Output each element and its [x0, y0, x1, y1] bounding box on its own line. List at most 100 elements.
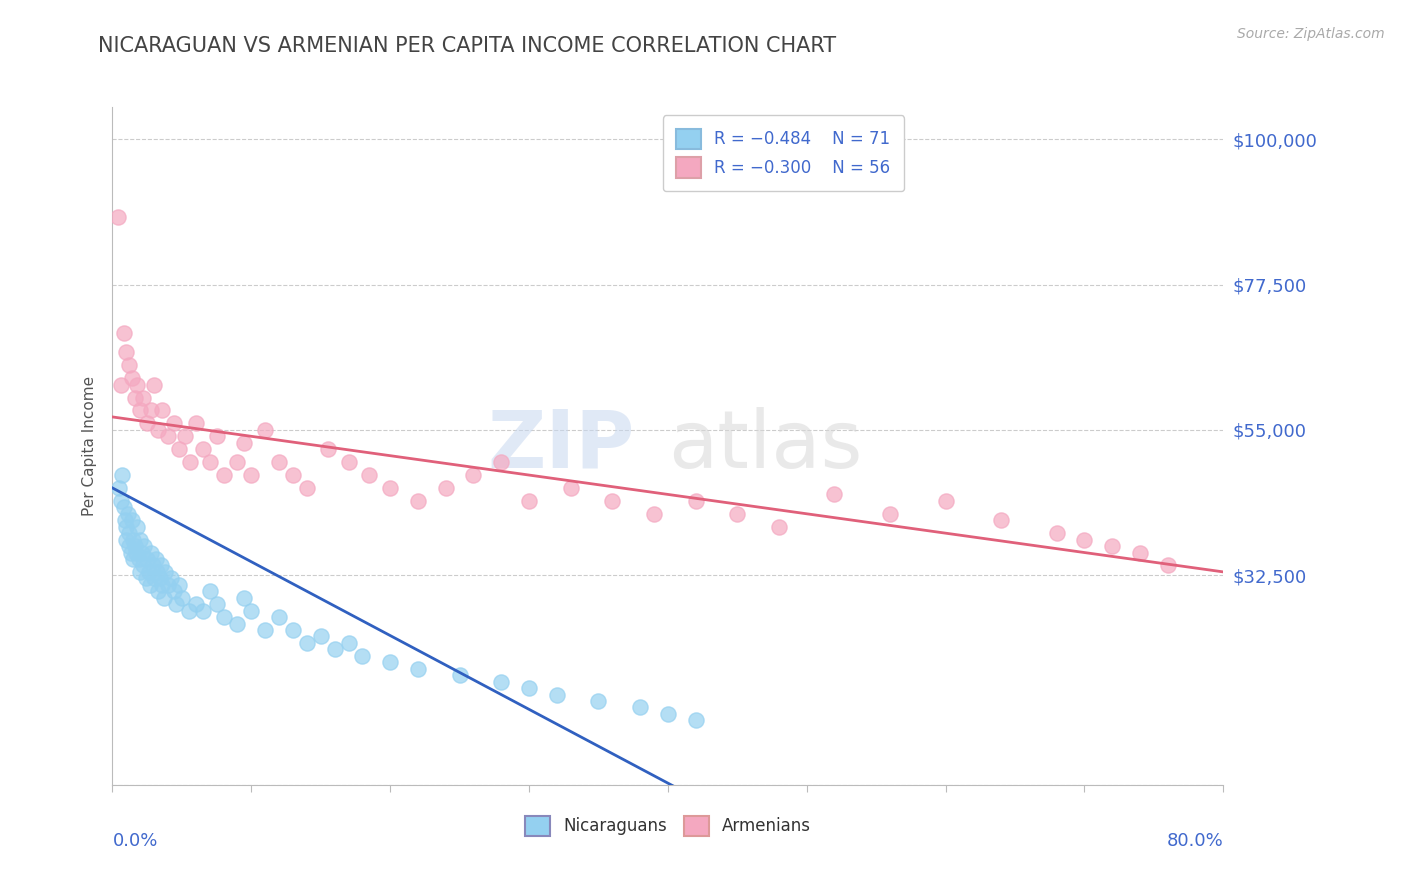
Point: [254, 423, 277, 437]
Point: [643, 507, 665, 521]
Point: [316, 442, 339, 457]
Point: [134, 539, 156, 553]
Point: [657, 706, 679, 721]
Point: [124, 539, 146, 553]
Point: [128, 552, 150, 566]
Text: NICARAGUAN VS ARMENIAN PER CAPITA INCOME CORRELATION CHART: NICARAGUAN VS ARMENIAN PER CAPITA INCOME…: [98, 36, 837, 55]
Point: [177, 604, 200, 618]
Point: [111, 468, 134, 483]
Point: [517, 494, 540, 508]
Text: 80.0%: 80.0%: [1167, 832, 1223, 850]
Point: [138, 565, 160, 579]
Point: [434, 481, 457, 495]
Point: [1156, 558, 1178, 573]
Point: [149, 571, 172, 585]
Point: [295, 636, 318, 650]
Point: [118, 359, 141, 373]
Point: [125, 545, 148, 559]
Y-axis label: Per Capita Income: Per Capita Income: [82, 376, 97, 516]
Text: ZIP: ZIP: [488, 407, 634, 485]
Point: [212, 610, 235, 624]
Point: [602, 494, 624, 508]
Point: [148, 584, 170, 599]
Point: [110, 377, 132, 392]
Point: [152, 403, 174, 417]
Point: [406, 494, 429, 508]
Point: [115, 345, 138, 359]
Point: [685, 714, 707, 728]
Point: [309, 630, 332, 644]
Point: [159, 571, 181, 585]
Point: [205, 429, 228, 443]
Point: [233, 435, 256, 450]
Point: [546, 688, 568, 702]
Point: [725, 507, 748, 521]
Text: 0.0%: 0.0%: [112, 832, 157, 850]
Point: [127, 377, 149, 392]
Point: [139, 578, 162, 592]
Point: [129, 533, 152, 547]
Point: [107, 210, 129, 224]
Point: [115, 519, 138, 533]
Point: [406, 662, 429, 676]
Point: [240, 604, 263, 618]
Point: [155, 565, 177, 579]
Point: [198, 455, 221, 469]
Point: [560, 481, 582, 495]
Point: [359, 468, 381, 483]
Point: [143, 377, 166, 392]
Point: [170, 591, 193, 605]
Point: [132, 558, 155, 573]
Point: [990, 513, 1012, 527]
Point: [205, 597, 228, 611]
Point: [114, 513, 136, 527]
Point: [129, 565, 152, 579]
Point: [146, 565, 169, 579]
Point: [141, 545, 163, 559]
Point: [157, 578, 180, 592]
Point: [463, 468, 485, 483]
Point: [588, 694, 610, 708]
Point: [824, 487, 846, 501]
Point: [110, 494, 132, 508]
Point: [212, 468, 235, 483]
Point: [1045, 526, 1069, 541]
Point: [136, 417, 159, 431]
Text: atlas: atlas: [668, 407, 862, 485]
Point: [267, 455, 291, 469]
Point: [132, 391, 155, 405]
Point: [162, 417, 184, 431]
Point: [142, 558, 165, 573]
Point: [167, 442, 190, 457]
Point: [491, 455, 513, 469]
Point: [1129, 545, 1152, 559]
Point: [108, 481, 131, 495]
Point: [323, 642, 346, 657]
Point: [141, 403, 163, 417]
Point: [517, 681, 540, 695]
Point: [120, 545, 142, 559]
Point: [112, 500, 135, 515]
Point: [184, 417, 207, 431]
Point: [179, 455, 201, 469]
Point: [121, 371, 143, 385]
Point: [879, 507, 901, 521]
Point: [153, 591, 176, 605]
Point: [281, 468, 304, 483]
Point: [157, 429, 180, 443]
Point: [233, 591, 256, 605]
Point: [768, 519, 790, 533]
Point: [112, 326, 135, 340]
Point: [121, 513, 143, 527]
Point: [380, 481, 402, 495]
Legend: Nicaraguans, Armenians: Nicaraguans, Armenians: [516, 807, 820, 845]
Point: [148, 423, 170, 437]
Point: [167, 578, 190, 592]
Point: [191, 442, 214, 457]
Point: [281, 623, 304, 637]
Point: [117, 507, 139, 521]
Point: [184, 597, 207, 611]
Point: [449, 668, 471, 682]
Point: [173, 429, 195, 443]
Point: [380, 655, 402, 669]
